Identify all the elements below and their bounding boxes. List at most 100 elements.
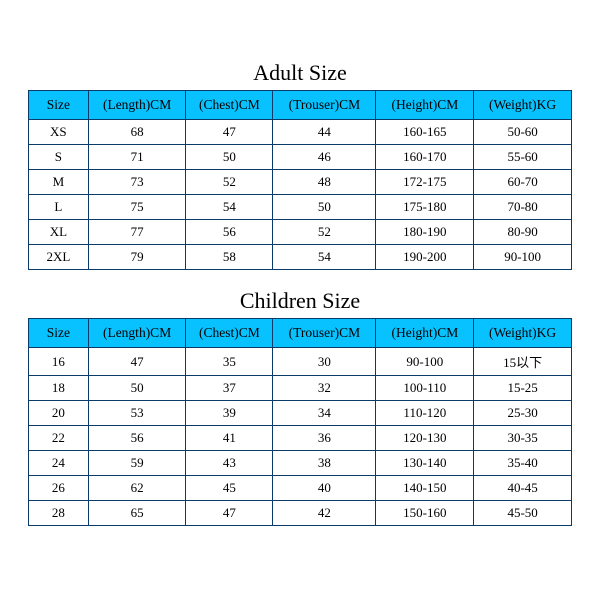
cell: 90-100	[474, 245, 572, 270]
cell: 55-60	[474, 145, 572, 170]
cell: 77	[88, 220, 186, 245]
col-size: Size	[29, 91, 89, 120]
cell-size: L	[29, 195, 89, 220]
cell-size: 26	[29, 476, 89, 501]
cell: 30-35	[474, 426, 572, 451]
table-row: XL 77 56 52 180-190 80-90	[29, 220, 572, 245]
cell: 90-100	[376, 348, 474, 376]
cell: 35-40	[474, 451, 572, 476]
cell: 75	[88, 195, 186, 220]
cell: 120-130	[376, 426, 474, 451]
cell: 52	[186, 170, 273, 195]
cell: 45	[186, 476, 273, 501]
table-row: 20 53 39 34 110-120 25-30	[29, 401, 572, 426]
cell: 56	[88, 426, 186, 451]
cell: 46	[273, 145, 376, 170]
children-title: Children Size	[28, 288, 572, 314]
cell-size: 24	[29, 451, 89, 476]
children-header-row: Size (Length)CM (Chest)CM (Trouser)CM (H…	[29, 319, 572, 348]
cell: 38	[273, 451, 376, 476]
children-table: Size (Length)CM (Chest)CM (Trouser)CM (H…	[28, 318, 572, 526]
col-trouser: (Trouser)CM	[273, 91, 376, 120]
cell: 35	[186, 348, 273, 376]
cell: 43	[186, 451, 273, 476]
adult-title: Adult Size	[28, 60, 572, 86]
cell: 52	[273, 220, 376, 245]
cell: 160-165	[376, 120, 474, 145]
table-row: 28 65 47 42 150-160 45-50	[29, 501, 572, 526]
cell: 172-175	[376, 170, 474, 195]
table-row: L 75 54 50 175-180 70-80	[29, 195, 572, 220]
cell: 50	[186, 145, 273, 170]
cell: 62	[88, 476, 186, 501]
table-row: 24 59 43 38 130-140 35-40	[29, 451, 572, 476]
adult-tbody: XS 68 47 44 160-165 50-60 S 71 50 46 160…	[29, 120, 572, 270]
cell: 44	[273, 120, 376, 145]
cell: 68	[88, 120, 186, 145]
cell: 15-25	[474, 376, 572, 401]
col-chest: (Chest)CM	[186, 319, 273, 348]
cell: 56	[186, 220, 273, 245]
cell: 36	[273, 426, 376, 451]
cell: 73	[88, 170, 186, 195]
cell: 34	[273, 401, 376, 426]
col-trouser: (Trouser)CM	[273, 319, 376, 348]
table-row: 16 47 35 30 90-100 15以下	[29, 348, 572, 376]
cell: 37	[186, 376, 273, 401]
cell: 110-120	[376, 401, 474, 426]
cell-size: 20	[29, 401, 89, 426]
col-chest: (Chest)CM	[186, 91, 273, 120]
table-row: 2XL 79 58 54 190-200 90-100	[29, 245, 572, 270]
table-row: M 73 52 48 172-175 60-70	[29, 170, 572, 195]
cell: 42	[273, 501, 376, 526]
cell: 80-90	[474, 220, 572, 245]
cell: 32	[273, 376, 376, 401]
adult-size-block: Adult Size Size (Length)CM (Chest)CM (Tr…	[28, 60, 572, 270]
cell: 54	[273, 245, 376, 270]
cell: 47	[186, 501, 273, 526]
cell-size: 22	[29, 426, 89, 451]
col-weight: (Weight)KG	[474, 319, 572, 348]
cell: 190-200	[376, 245, 474, 270]
cell: 100-110	[376, 376, 474, 401]
cell: 160-170	[376, 145, 474, 170]
cell: 25-30	[474, 401, 572, 426]
cell-size: S	[29, 145, 89, 170]
cell: 48	[273, 170, 376, 195]
col-weight: (Weight)KG	[474, 91, 572, 120]
table-row: S 71 50 46 160-170 55-60	[29, 145, 572, 170]
cell: 47	[186, 120, 273, 145]
col-height: (Height)CM	[376, 319, 474, 348]
cell: 60-70	[474, 170, 572, 195]
cell: 58	[186, 245, 273, 270]
table-row: 26 62 45 40 140-150 40-45	[29, 476, 572, 501]
cell: 15以下	[474, 348, 572, 376]
cell-size: M	[29, 170, 89, 195]
cell-size: XS	[29, 120, 89, 145]
cell: 45-50	[474, 501, 572, 526]
children-tbody: 16 47 35 30 90-100 15以下 18 50 37 32 100-…	[29, 348, 572, 526]
cell: 47	[88, 348, 186, 376]
cell: 70-80	[474, 195, 572, 220]
cell: 150-160	[376, 501, 474, 526]
cell: 30	[273, 348, 376, 376]
cell: 53	[88, 401, 186, 426]
cell: 175-180	[376, 195, 474, 220]
cell: 65	[88, 501, 186, 526]
col-length: (Length)CM	[88, 319, 186, 348]
cell-size: 18	[29, 376, 89, 401]
col-size: Size	[29, 319, 89, 348]
adult-table: Size (Length)CM (Chest)CM (Trouser)CM (H…	[28, 90, 572, 270]
adult-header-row: Size (Length)CM (Chest)CM (Trouser)CM (H…	[29, 91, 572, 120]
cell: 40-45	[474, 476, 572, 501]
cell: 79	[88, 245, 186, 270]
table-row: XS 68 47 44 160-165 50-60	[29, 120, 572, 145]
table-row: 22 56 41 36 120-130 30-35	[29, 426, 572, 451]
cell: 59	[88, 451, 186, 476]
cell-size: XL	[29, 220, 89, 245]
cell: 41	[186, 426, 273, 451]
cell: 50	[88, 376, 186, 401]
cell: 71	[88, 145, 186, 170]
cell: 39	[186, 401, 273, 426]
col-height: (Height)CM	[376, 91, 474, 120]
